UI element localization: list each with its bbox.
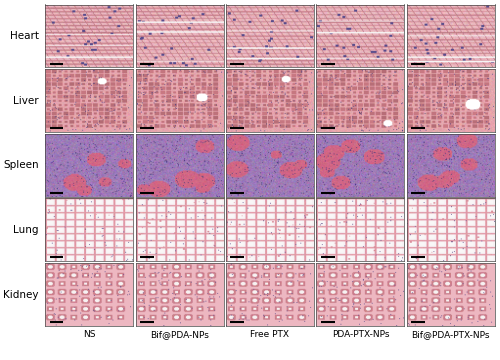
Text: Liver: Liver — [14, 96, 39, 105]
Text: Spleen: Spleen — [4, 160, 39, 170]
Text: Kidney: Kidney — [4, 289, 39, 300]
Text: Bif@PDA-PTX-NPs: Bif@PDA-PTX-NPs — [412, 330, 490, 339]
Text: Free PTX: Free PTX — [250, 330, 290, 339]
Text: Lung: Lung — [14, 225, 39, 235]
Text: Bif@PDA-NPs: Bif@PDA-NPs — [150, 330, 209, 339]
Text: Heart: Heart — [10, 31, 39, 41]
Text: PDA-PTX-NPs: PDA-PTX-NPs — [332, 330, 389, 339]
Text: NS: NS — [83, 330, 96, 339]
